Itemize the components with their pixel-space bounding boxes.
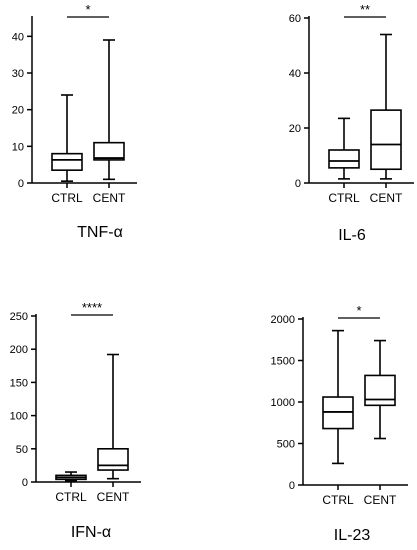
- panel-title: TNF-α: [77, 224, 123, 241]
- y-tick-label: 2000: [271, 314, 295, 326]
- y-tick-label: 30: [12, 68, 24, 80]
- significance-marker: ****: [82, 300, 102, 315]
- y-tick-label: 20: [289, 123, 301, 135]
- iqr-box: [97, 447, 129, 471]
- y-tick-label: 500: [277, 439, 295, 451]
- x-category-label: CENT: [93, 191, 126, 205]
- iqr-box: [364, 374, 396, 407]
- panel-title: IFN-α: [71, 524, 111, 541]
- chart-panel-3: 0 50 100 150 200 250 CTRL CENT **** IFN-α: [10, 300, 141, 541]
- chart-panel-4: 0 500 1000 1500 2000 CTRL CENT * IL-23: [271, 303, 408, 544]
- box-ctrl: [328, 117, 360, 180]
- box-cent: [93, 39, 125, 181]
- y-tick-label: 200: [10, 344, 28, 356]
- y-tick-label: 20: [12, 105, 24, 117]
- y-tick-label: 250: [10, 311, 28, 323]
- iqr-box: [93, 141, 125, 161]
- significance-marker: **: [360, 2, 370, 17]
- box-ctrl: [51, 94, 83, 182]
- iqr-box: [51, 152, 83, 171]
- box-cent: [370, 33, 402, 180]
- y-tick-label: 0: [18, 178, 24, 190]
- panel-title: IL-23: [334, 527, 371, 544]
- y-tick-label: 1500: [271, 356, 295, 368]
- box-cent: [97, 353, 129, 480]
- y-tick-label: 150: [10, 377, 28, 389]
- y-tick-label: 0: [22, 477, 28, 489]
- chart-panel-1: 0 10 20 30 40 CTRL CENT * TNF-α: [12, 2, 137, 241]
- iqr-box: [328, 149, 360, 169]
- significance-marker: *: [85, 2, 90, 17]
- box-ctrl: [322, 329, 354, 465]
- y-tick-label: 0: [289, 480, 295, 492]
- y-tick-label: 50: [16, 444, 28, 456]
- x-category-label: CENT: [97, 490, 130, 504]
- x-category-label: CTRL: [328, 191, 360, 205]
- y-tick-label: 10: [12, 141, 24, 153]
- y-tick-label: 40: [12, 31, 24, 43]
- y-tick-label: 1000: [271, 397, 295, 409]
- x-category-label: CTRL: [322, 493, 354, 507]
- significance-marker: *: [356, 303, 361, 318]
- box-cent: [364, 339, 396, 440]
- y-tick-label: 0: [295, 178, 301, 190]
- y-tick-label: 60: [289, 13, 301, 25]
- x-category-label: CTRL: [55, 490, 87, 504]
- y-tick-label: 100: [10, 411, 28, 423]
- chart-panel-2: 0 20 40 60 CTRL CENT ** IL-6: [289, 2, 414, 244]
- x-category-label: CTRL: [51, 191, 83, 205]
- x-category-label: CENT: [370, 191, 403, 205]
- x-category-label: CENT: [364, 493, 397, 507]
- y-tick-label: 40: [289, 68, 301, 80]
- panel-title: IL-6: [338, 227, 366, 244]
- iqr-box: [370, 109, 402, 171]
- box-ctrl: [55, 471, 87, 482]
